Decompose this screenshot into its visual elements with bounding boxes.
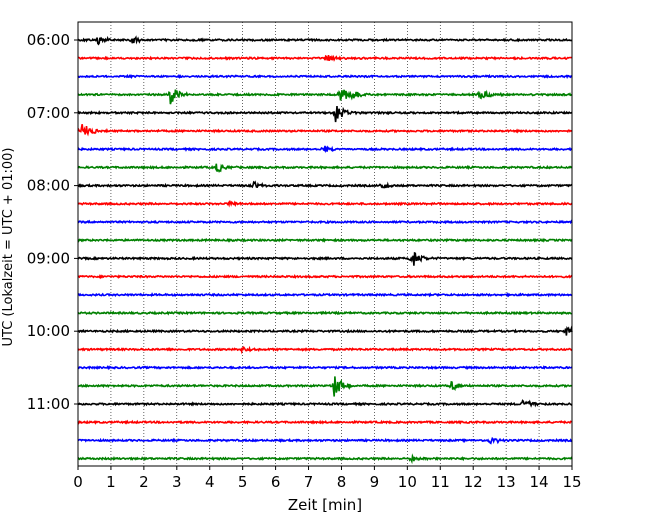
y-tick-label: 07:00 <box>27 104 70 122</box>
x-tick-label: 6 <box>271 473 281 491</box>
x-axis-label: Zeit [min] <box>288 496 362 514</box>
trace-lines <box>77 35 573 465</box>
trace-0645 <box>77 89 573 105</box>
trace-0915 <box>77 273 573 280</box>
x-tick-label: 12 <box>464 473 483 491</box>
trace-0845 <box>77 237 573 243</box>
trace-0630 <box>77 73 573 80</box>
trace-0600 <box>77 35 573 46</box>
trace-0715 <box>77 124 573 137</box>
trace-0700 <box>77 106 573 123</box>
x-tick-label: 15 <box>562 473 581 491</box>
x-tick-label: 2 <box>139 473 149 491</box>
y-tick-label: 06:00 <box>27 31 70 49</box>
y-axis-label: UTC (Lokalzeit = UTC + 01:00) <box>1 148 16 347</box>
x-tick-label: 8 <box>337 473 347 491</box>
trace-1045 <box>77 376 573 397</box>
x-axis: 0 1 2 3 4 5 6 7 8 9 10 11 12 13 14 15 <box>73 466 582 491</box>
x-tick-label: 13 <box>497 473 516 491</box>
trace-0730 <box>77 145 573 154</box>
trace-0745 <box>77 163 573 173</box>
trace-1000 <box>77 325 573 336</box>
grid-lines <box>110 22 540 466</box>
y-tick-label: 08:00 <box>27 177 70 195</box>
trace-0800 <box>77 180 573 189</box>
y-tick-label: 11:00 <box>27 395 70 413</box>
x-tick-label: 7 <box>304 473 314 491</box>
y-tick-label: 10:00 <box>27 322 70 340</box>
trace-0945 <box>77 310 573 316</box>
trace-1100 <box>77 399 573 408</box>
trace-1015 <box>77 345 573 355</box>
x-tick-label: 5 <box>238 473 248 491</box>
trace-0900 <box>77 251 573 266</box>
plot-frame <box>77 21 573 467</box>
x-tick-label: 0 <box>73 473 83 491</box>
trace-0930 <box>77 292 573 298</box>
trace-0830 <box>77 219 573 225</box>
y-axis: 06:00 07:00 08:00 09:00 10:00 11:00 <box>27 31 78 413</box>
x-tick-label: 10 <box>398 473 417 491</box>
trace-0815 <box>77 200 573 208</box>
trace-1030 <box>78 365 573 371</box>
x-tick-label: 14 <box>530 473 549 491</box>
x-tick-label: 4 <box>205 473 215 491</box>
x-tick-label: 3 <box>172 473 182 491</box>
x-tick-label: 1 <box>106 473 116 491</box>
y-tick-label: 09:00 <box>27 249 70 267</box>
trace-1130 <box>77 436 573 445</box>
x-tick-label: 9 <box>370 473 380 491</box>
trace-1115 <box>77 419 573 425</box>
trace-0615 <box>77 54 572 62</box>
trace-1145 <box>77 453 573 465</box>
x-tick-label: 11 <box>431 473 450 491</box>
